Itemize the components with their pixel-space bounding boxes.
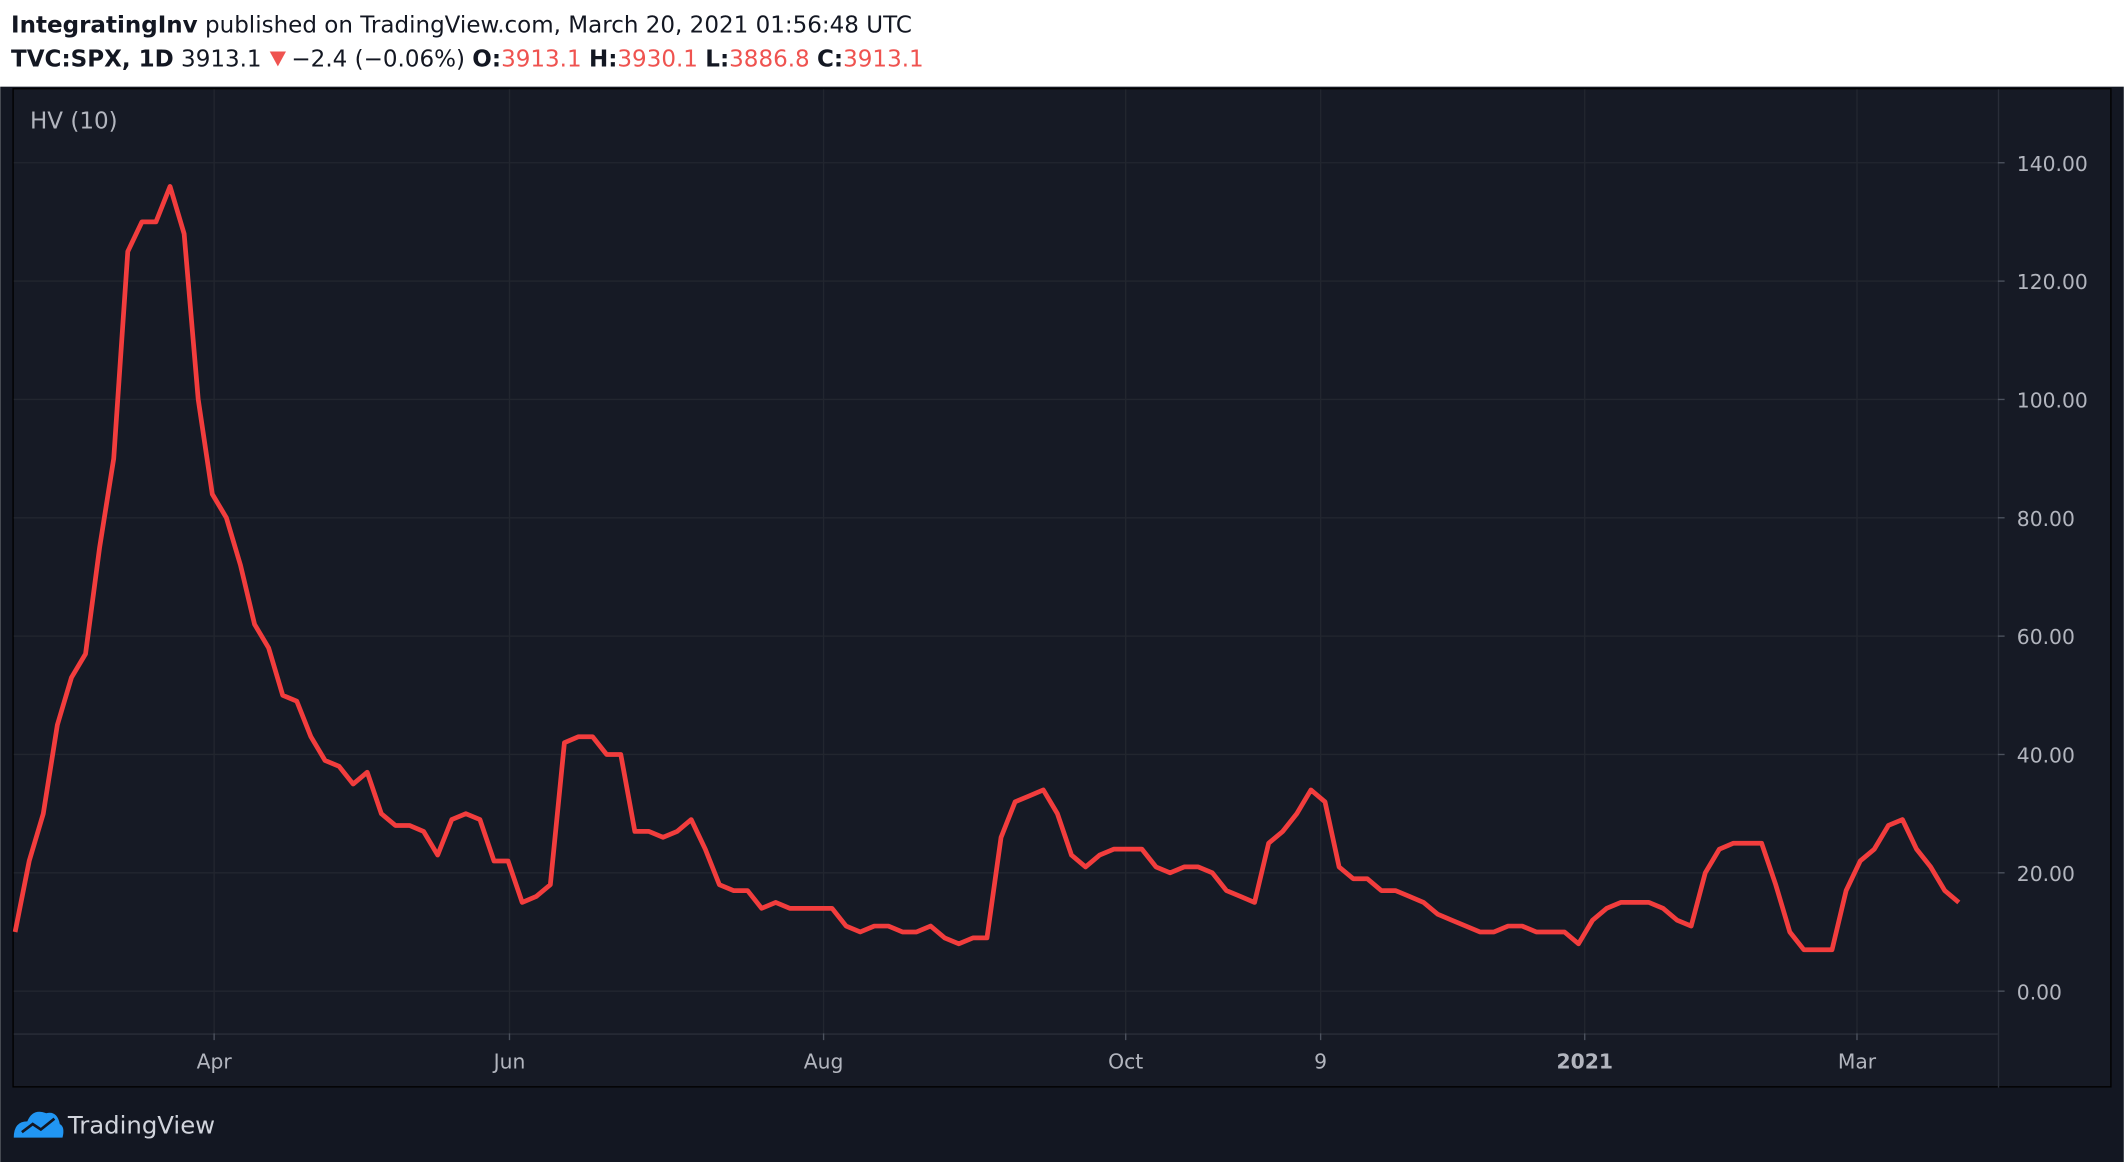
symbol: TVC:SPX, 1D	[11, 46, 174, 72]
plot	[12, 184, 1961, 953]
down-arrow	[269, 51, 286, 67]
brand: TradingView	[67, 1111, 215, 1140]
x-tick-label: Aug	[804, 1050, 844, 1074]
change: −2.4 (−0.06%)	[291, 46, 465, 72]
y-tick-label: 120.00	[2017, 270, 2088, 294]
y-tick-label: 40.00	[2017, 744, 2075, 768]
high: 3930.1	[617, 46, 698, 72]
close-label: C:	[817, 46, 843, 72]
open: 3913.1	[501, 46, 582, 72]
y-tick-label: 20.00	[2017, 862, 2075, 886]
x-tick-label: Apr	[197, 1050, 233, 1074]
last: 3913.1	[181, 46, 262, 72]
y-tick-label: 100.00	[2017, 389, 2088, 413]
x-tick-label: Mar	[1838, 1050, 1877, 1074]
header-line-1: IntegratingInv published on TradingView.…	[11, 13, 912, 39]
header-line-2: TVC:SPX, 1D 3913.1 −2.4 (−0.06%) O:3913.1…	[11, 46, 924, 72]
y-tick-label: 60.00	[2017, 625, 2075, 649]
author: IntegratingInv	[11, 13, 198, 39]
x-tick-label: Jun	[492, 1050, 526, 1074]
chart-frame	[12, 88, 2112, 1088]
x-tick-label: 2021	[1556, 1050, 1613, 1074]
grid	[13, 89, 2005, 1041]
x-tick-label: Oct	[1108, 1050, 1143, 1074]
indicator-title: HV (10)	[30, 109, 118, 135]
logo	[13, 1111, 64, 1138]
published: published on TradingView.com, March 20, …	[205, 13, 912, 39]
low: 3886.8	[729, 46, 810, 72]
header-bg	[0, 0, 2124, 87]
open-label: O:	[472, 46, 501, 72]
high-label: H:	[589, 46, 617, 72]
y-tick-label: 80.00	[2017, 507, 2075, 531]
close: 3913.1	[843, 46, 924, 72]
low-label: L:	[705, 46, 729, 72]
logo-icon	[13, 1111, 64, 1138]
y-tick-label: 0.00	[2017, 980, 2062, 1004]
y-tick-label: 140.00	[2017, 152, 2088, 176]
x-tick-label: 9	[1314, 1050, 1327, 1074]
hv-line	[12, 184, 1961, 953]
logo-line	[21, 1117, 56, 1134]
